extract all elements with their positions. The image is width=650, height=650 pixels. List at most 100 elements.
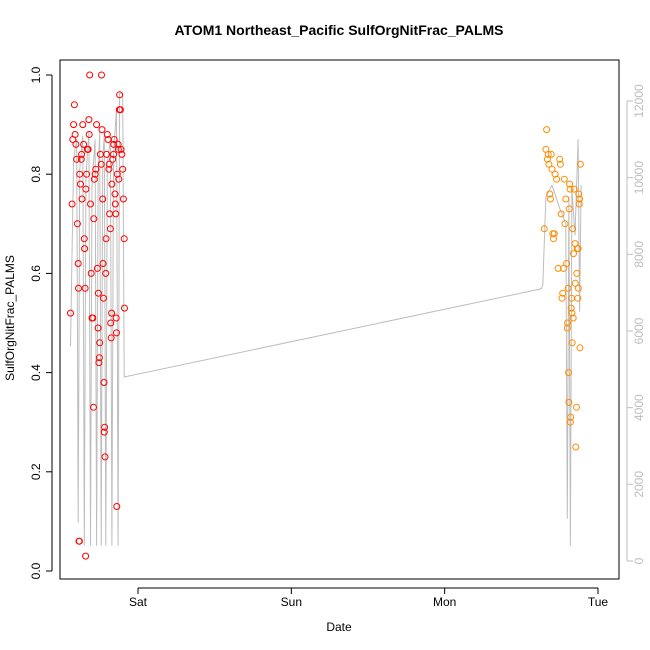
data-point-series1-28 xyxy=(85,116,93,124)
data-point-series1-14 xyxy=(77,180,84,188)
data-point-series1-48 xyxy=(97,160,105,168)
data-point-series1-63 xyxy=(105,165,113,173)
data-point-series2-18 xyxy=(557,210,565,218)
x-tick-label: Sat xyxy=(129,595,148,609)
data-point-series1-16 xyxy=(78,150,86,158)
data-point-series1-78 xyxy=(112,314,120,322)
data-point-series1-91 xyxy=(119,195,127,203)
data-point-series2-31 xyxy=(565,205,573,213)
data-point-series2-19 xyxy=(558,294,566,302)
data-point-series1-92 xyxy=(120,235,128,243)
data-point-series2-46 xyxy=(572,443,580,451)
data-point-series1-52 xyxy=(99,260,107,267)
data-point-series2-25 xyxy=(563,260,571,267)
data-point-series1-89 xyxy=(118,150,126,158)
y-tick-label: 0.4 xyxy=(29,364,43,381)
data-point-series1-37 xyxy=(90,175,98,183)
data-point-series2-57 xyxy=(576,160,584,168)
data-point-series2-4 xyxy=(544,150,552,158)
data-point-series2-42 xyxy=(570,250,577,258)
data-point-series1-3 xyxy=(70,121,78,129)
data-point-series1-64 xyxy=(105,160,113,168)
data-point-series1-50 xyxy=(98,126,106,134)
data-point-series2-30 xyxy=(565,398,573,406)
right-tick-label: 4000 xyxy=(632,394,646,421)
data-point-series1-70 xyxy=(108,180,116,188)
data-point-series2-56 xyxy=(576,344,584,352)
data-point-series2-23 xyxy=(561,220,569,228)
data-point-series1-21 xyxy=(81,245,89,253)
data-point-series2-29 xyxy=(565,369,573,377)
data-point-series2-32 xyxy=(566,180,574,188)
data-point-series1-46 xyxy=(96,339,104,347)
data-point-series1-59 xyxy=(102,235,110,243)
x-tick-label: Sun xyxy=(281,595,302,609)
data-point-series1-54 xyxy=(100,379,108,386)
data-point-series1-27 xyxy=(84,145,92,153)
data-point-series1-87 xyxy=(116,106,124,114)
chart-title: ATOM1 Northeast_Pacific SulfOrgNitFrac_P… xyxy=(174,22,503,38)
data-point-series1-35 xyxy=(90,403,97,411)
data-point-series1-76 xyxy=(111,200,119,208)
data-point-series1-36 xyxy=(90,215,98,223)
data-point-series2-38 xyxy=(568,309,576,317)
data-point-series2-7 xyxy=(547,195,554,203)
data-point-series1-53 xyxy=(100,294,107,302)
data-point-series1-67 xyxy=(107,319,115,327)
data-point-series1-84 xyxy=(115,175,123,183)
data-point-series1-82 xyxy=(114,140,122,148)
data-point-series1-73 xyxy=(110,140,118,148)
data-point-series1-55 xyxy=(100,428,108,436)
data-point-series1-15 xyxy=(77,155,85,163)
data-point-series1-57 xyxy=(101,453,109,461)
right-tick-label: 6000 xyxy=(632,317,646,344)
y-tick-label: 0.6 xyxy=(29,265,43,282)
data-point-series1-22 xyxy=(81,284,89,292)
data-point-series2-20 xyxy=(559,289,567,297)
data-point-series2-48 xyxy=(573,269,581,277)
plot-area-frame xyxy=(59,59,620,580)
data-point-series1-7 xyxy=(73,155,81,163)
data-point-series2-45 xyxy=(571,279,579,287)
data-point-series1-30 xyxy=(86,71,94,79)
y-tick-label: 1.0 xyxy=(29,66,43,83)
data-point-series2-52 xyxy=(574,284,582,292)
data-point-series2-34 xyxy=(566,418,574,426)
data-point-series1-44 xyxy=(95,359,103,367)
data-point-series1-88 xyxy=(117,145,125,153)
data-point-series2-28 xyxy=(564,284,572,292)
data-point-series2-39 xyxy=(568,339,576,347)
data-point-series2-9 xyxy=(548,165,556,173)
x-tick-label: Tue xyxy=(588,595,609,609)
data-point-series1-1 xyxy=(68,200,76,208)
data-point-series1-51 xyxy=(99,195,107,203)
x-tick-label: Mon xyxy=(433,595,456,609)
altitude-line-layer xyxy=(70,92,582,546)
x-axis-label: Date xyxy=(326,620,352,634)
data-point-series1-86 xyxy=(116,91,124,99)
data-point-series1-25 xyxy=(83,170,91,178)
data-point-series1-24 xyxy=(82,185,90,193)
data-point-series2-50 xyxy=(574,294,582,302)
data-point-series1-32 xyxy=(87,269,95,277)
right-tick-label: 2000 xyxy=(632,471,646,498)
data-point-series1-5 xyxy=(71,131,79,138)
data-point-series1-60 xyxy=(103,150,111,158)
data-point-series1-8 xyxy=(73,220,81,228)
data-point-series1-40 xyxy=(93,121,101,129)
data-point-series2-41 xyxy=(569,314,577,322)
data-point-series2-26 xyxy=(563,324,571,332)
data-point-series1-13 xyxy=(76,170,84,178)
data-point-series1-74 xyxy=(110,136,118,143)
data-point-series2-33 xyxy=(566,185,574,193)
data-point-series2-15 xyxy=(554,264,562,272)
data-point-series2-54 xyxy=(575,200,583,208)
data-point-series1-71 xyxy=(109,155,117,163)
data-point-series2-55 xyxy=(576,195,584,203)
data-point-series1-31 xyxy=(87,200,94,208)
data-point-series1-81 xyxy=(113,170,121,178)
data-point-series2-47 xyxy=(573,403,580,411)
data-point-series2-35 xyxy=(567,413,575,421)
data-point-series1-38 xyxy=(91,170,99,178)
data-point-series2-12 xyxy=(550,230,558,238)
